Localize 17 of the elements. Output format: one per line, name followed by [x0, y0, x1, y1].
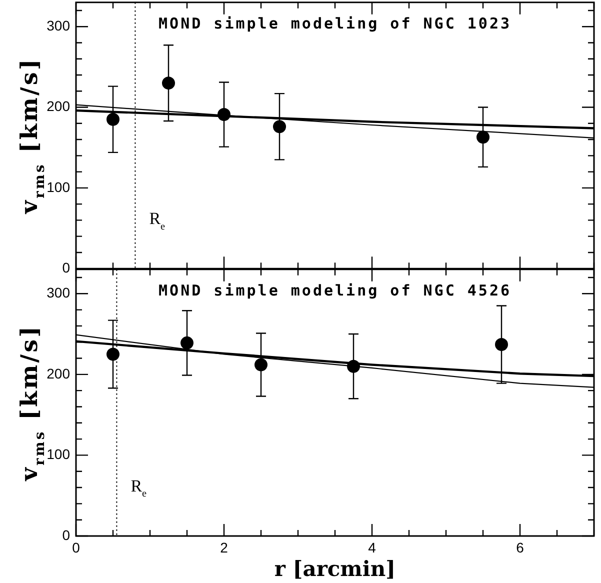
- y-tick-label: 100: [46, 178, 70, 195]
- y-tick-label: 0: [62, 259, 70, 276]
- y-tick-label: 0: [62, 526, 70, 543]
- x-tick-label: 4: [368, 539, 376, 556]
- x-axis-title: r [arcmin]: [274, 556, 396, 581]
- y-tick-label: 200: [46, 365, 70, 382]
- y-axis-title: vrms [km/s]: [16, 324, 48, 482]
- y-axis-title: vrms [km/s]: [16, 57, 48, 215]
- y-tick-label: 300: [46, 284, 70, 300]
- x-tick-label: 6: [516, 539, 524, 556]
- y-tick-label: 100: [46, 446, 70, 462]
- y-tick-label: 300: [46, 17, 70, 34]
- x-tick-label: 2: [220, 539, 228, 556]
- text: MOND simple modeling of NGC 4526: [158, 281, 512, 300]
- text: MOND simple modeling of NGC 1023: [158, 14, 512, 32]
- y-tick-label: 200: [46, 98, 70, 114]
- x-tick-label: 0: [72, 539, 80, 556]
